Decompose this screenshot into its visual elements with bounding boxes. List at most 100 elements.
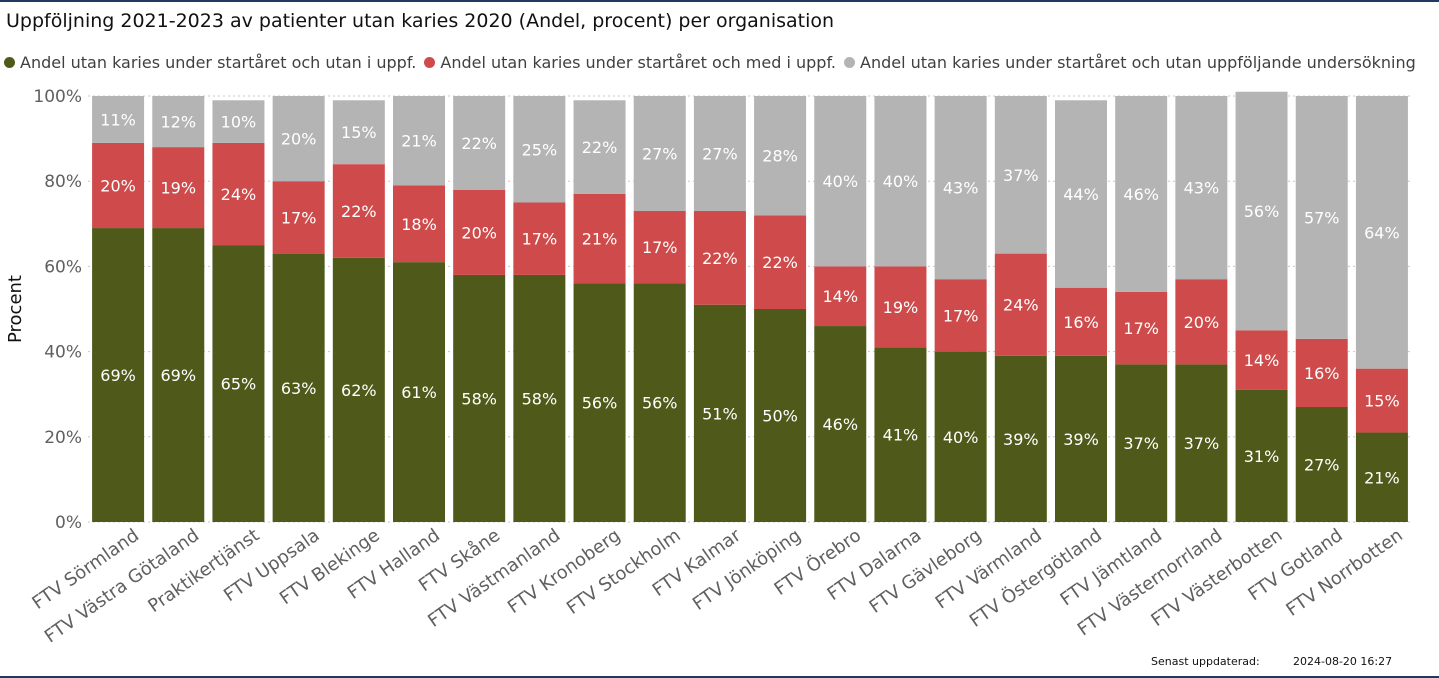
y-tick-label: 80%: [44, 172, 82, 192]
bar-segment-2: [1235, 330, 1288, 390]
data-label: 22%: [702, 249, 738, 268]
bar-segment-1: [1055, 355, 1107, 522]
data-label: 17%: [943, 306, 979, 325]
data-label: 65%: [221, 375, 257, 394]
bar-segment-1: [693, 304, 746, 522]
bar-segment-1: [1355, 432, 1408, 522]
bar-segment-2: [1355, 368, 1408, 433]
data-label: 14%: [822, 287, 858, 306]
bar-segment-1: [754, 309, 807, 522]
data-label: 16%: [1304, 364, 1340, 383]
bar-segment-3: [633, 96, 686, 212]
data-label: 12%: [160, 113, 196, 132]
bar-segment-3: [1055, 100, 1107, 288]
data-label: 37%: [1184, 434, 1220, 453]
bar-segment-2: [393, 185, 445, 263]
bar-segment-3: [1175, 96, 1228, 280]
bar-segment-3: [152, 96, 205, 148]
data-label: 58%: [461, 389, 497, 408]
data-label: 41%: [883, 426, 919, 445]
bar-segment-3: [754, 96, 807, 216]
bar-segment-1: [92, 228, 145, 522]
data-label: 24%: [1003, 296, 1039, 315]
data-label: 50%: [762, 407, 798, 426]
bar-segment-1: [272, 253, 325, 522]
data-label: 17%: [1123, 319, 1159, 338]
data-label: 16%: [1063, 313, 1099, 332]
data-label: 69%: [100, 366, 136, 385]
data-label: 20%: [461, 223, 497, 242]
bar-segment-2: [1295, 338, 1348, 407]
bar-segment-3: [453, 96, 506, 190]
data-label: 20%: [100, 176, 136, 195]
data-label: 56%: [1244, 202, 1280, 221]
data-label: 22%: [762, 253, 798, 272]
bar-segment-1: [513, 274, 566, 522]
data-label: 63%: [281, 379, 317, 398]
data-label: 27%: [702, 145, 738, 164]
bar-segment-1: [1175, 364, 1228, 522]
bar-segment-2: [1115, 291, 1168, 365]
last-updated-timestamp: 2024-08-20 16:27: [1293, 655, 1393, 668]
data-label: 61%: [401, 383, 437, 402]
bar-segment-1: [994, 355, 1047, 522]
data-label: 37%: [1003, 166, 1039, 185]
bar-segment-3: [994, 96, 1047, 254]
y-axis-title: Procent: [5, 275, 26, 343]
data-label: 15%: [1364, 392, 1400, 411]
data-label: 37%: [1123, 434, 1159, 453]
data-label: 21%: [582, 230, 618, 249]
data-label: 51%: [702, 404, 738, 423]
legend: Andel utan karies under startåret och ut…: [4, 53, 1424, 72]
data-label: 56%: [582, 394, 618, 413]
data-label: 57%: [1304, 208, 1340, 227]
data-label: 40%: [822, 172, 858, 191]
bar-segment-2: [152, 147, 205, 229]
data-label: 40%: [883, 172, 919, 191]
data-label: 58%: [522, 389, 558, 408]
data-label: 21%: [1364, 468, 1400, 487]
legend-marker-green: [4, 57, 15, 68]
bar-segment-1: [453, 274, 506, 522]
legend-item-series-1[interactable]: Andel utan karies under startåret och ut…: [4, 53, 416, 72]
data-label: 22%: [461, 134, 497, 153]
bar-segment-2: [874, 266, 927, 348]
data-label: 25%: [522, 140, 558, 159]
data-label: 27%: [1304, 455, 1340, 474]
bar-segment-3: [934, 96, 987, 280]
data-label: 10%: [221, 113, 257, 132]
data-label: 17%: [281, 208, 317, 227]
data-label: 62%: [341, 381, 377, 400]
bar-segment-3: [393, 96, 445, 186]
bar-segment-1: [934, 351, 987, 522]
y-tick-label: 40%: [44, 343, 82, 363]
data-label: 19%: [160, 179, 196, 198]
y-tick-label: 60%: [44, 257, 82, 277]
data-label: 17%: [522, 230, 558, 249]
bar-segment-3: [573, 100, 626, 194]
bar-segment-3: [874, 96, 927, 267]
bar-segment-1: [1235, 389, 1288, 522]
bar-segment-1: [212, 245, 265, 522]
data-label: 27%: [642, 145, 678, 164]
bar-segment-2: [754, 215, 807, 309]
data-label: 28%: [762, 147, 798, 166]
bar-segment-2: [1055, 287, 1107, 356]
data-label: 40%: [943, 428, 979, 447]
data-label: 11%: [100, 110, 136, 129]
legend-item-series-2[interactable]: Andel utan karies under startåret och me…: [424, 53, 836, 72]
legend-item-series-3[interactable]: Andel utan karies under startåret och ut…: [844, 53, 1416, 72]
bar-segment-1: [1115, 364, 1168, 522]
bar-segment-3: [1115, 96, 1168, 292]
bar-segment-1: [332, 257, 385, 522]
bar-segment-1: [874, 347, 927, 522]
data-label: 22%: [341, 202, 377, 221]
data-label: 20%: [281, 130, 317, 149]
bar-segment-2: [332, 164, 385, 258]
bar-segment-1: [633, 283, 686, 522]
bar-segment-2: [212, 142, 265, 246]
bar-segment-3: [1295, 96, 1348, 339]
y-tick-label: 0%: [55, 513, 82, 533]
legend-label: Andel utan karies under startåret och me…: [440, 53, 836, 72]
